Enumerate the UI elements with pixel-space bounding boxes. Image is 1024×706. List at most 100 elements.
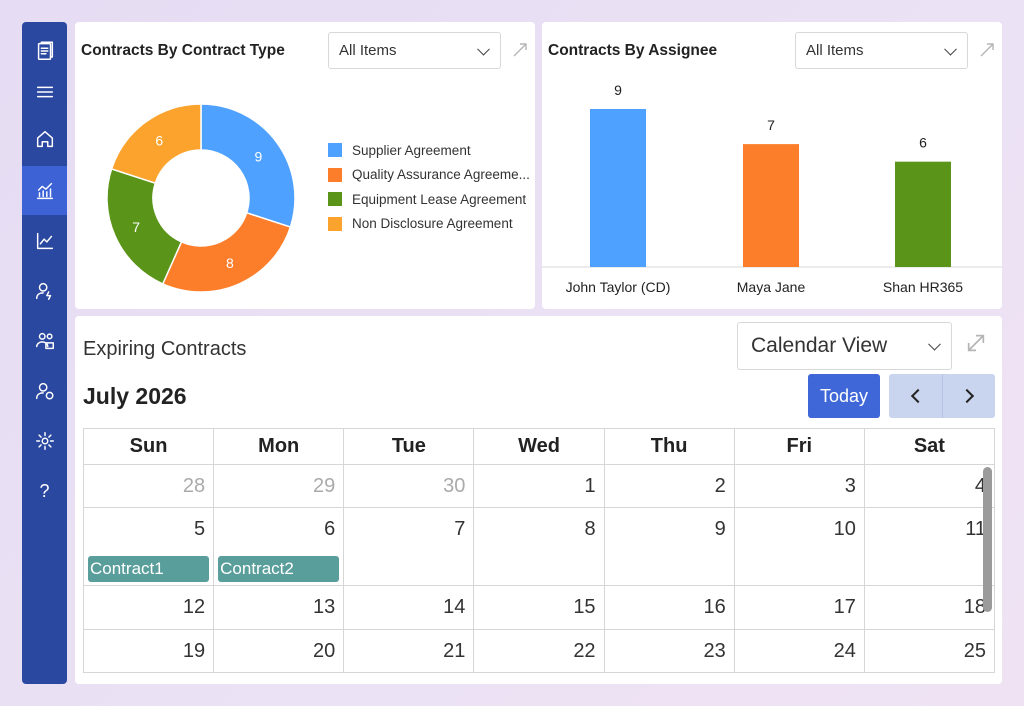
- expiring-contracts-title: Expiring Contracts: [83, 338, 247, 360]
- analytics-chart-icon[interactable]: [22, 166, 67, 215]
- bar[interactable]: [743, 144, 799, 267]
- calendar-day-cell[interactable]: 16: [605, 586, 735, 629]
- calendar-day-cell[interactable]: 7: [344, 508, 475, 585]
- calendar-day-cell[interactable]: 5 Contract1: [84, 508, 215, 585]
- calendar-day-cell[interactable]: 2: [605, 465, 735, 507]
- prev-month-button[interactable]: [889, 374, 942, 418]
- chevron-down-icon: [928, 337, 941, 351]
- calendar-grid: Sun Mon Tue Wed Thu Fri Sat 28 29 30 1 2 3 4 5 C…: [83, 428, 995, 673]
- calendar-day-cell[interactable]: 29: [214, 465, 345, 507]
- bar-value-label: 7: [767, 117, 775, 133]
- slice-value-label: 8: [226, 255, 234, 271]
- legend-item[interactable]: Quality Assurance Agreeme...: [328, 163, 530, 188]
- calendar-day-cell[interactable]: 9: [605, 508, 735, 585]
- calendar-day-cell[interactable]: 1: [474, 465, 605, 507]
- home-icon[interactable]: [22, 116, 67, 162]
- legend-swatch: [328, 143, 342, 158]
- contract-event[interactable]: Contract1: [88, 556, 210, 582]
- day-number: 22: [573, 640, 596, 662]
- legend-swatch: [328, 192, 342, 207]
- weekday-label: Mon: [214, 429, 345, 464]
- expiring-contracts-card: Expiring Contracts Calendar View July 20…: [75, 316, 1002, 684]
- legend-label: Supplier Agreement: [352, 142, 471, 158]
- legend-label: Quality Assurance Agreeme...: [352, 167, 530, 183]
- calendar-day-cell[interactable]: 22: [474, 630, 605, 672]
- user-settings-icon[interactable]: [22, 268, 67, 314]
- calendar-day-cell[interactable]: 8: [474, 508, 605, 585]
- expand-icon[interactable]: [965, 332, 987, 354]
- users-sync-icon[interactable]: [22, 368, 67, 414]
- chevron-right-icon: [959, 388, 975, 404]
- calendar-view-select[interactable]: Calendar View: [737, 322, 952, 370]
- day-number: 2: [714, 475, 726, 497]
- calendar-day-cell[interactable]: 10: [735, 508, 865, 585]
- calendar-day-cell[interactable]: 14: [344, 586, 475, 629]
- weekday-label: Wed: [474, 429, 605, 464]
- donut-slice[interactable]: [200, 103, 296, 228]
- calendar-view-value: Calendar View: [751, 334, 888, 357]
- calendar-day-cell[interactable]: 6 Contract2: [214, 508, 345, 585]
- bar[interactable]: [895, 161, 951, 267]
- calendar-day-cell[interactable]: 3: [735, 465, 865, 507]
- donut-slice[interactable]: [161, 211, 292, 293]
- calendar-day-cell[interactable]: 17: [735, 586, 865, 629]
- calendar-day-cell[interactable]: 12: [84, 586, 215, 629]
- gear-icon[interactable]: [22, 418, 67, 464]
- team-icon[interactable]: [22, 318, 67, 364]
- calendar-day-cell[interactable]: 18: [865, 586, 994, 629]
- contract-event[interactable]: Contract2: [218, 556, 340, 582]
- calendar-day-cell[interactable]: 25: [865, 630, 994, 672]
- calendar-week-row: 12 13 14 15 16 17 18: [84, 586, 994, 630]
- contract-type-filter-value: All Items: [339, 42, 397, 59]
- day-number: 14: [443, 596, 466, 618]
- calendar-day-cell[interactable]: 15: [474, 586, 605, 629]
- bar[interactable]: [590, 109, 646, 267]
- weekday-label: Tue: [344, 429, 475, 464]
- day-number: 28: [182, 475, 206, 497]
- trend-line-icon[interactable]: [22, 218, 67, 264]
- legend-swatch: [328, 216, 342, 231]
- day-number: 10: [833, 518, 856, 540]
- calendar-day-cell[interactable]: 4: [865, 465, 994, 507]
- day-number: 17: [833, 596, 856, 618]
- calendar-week-row: 19 20 21 22 23 24 25: [84, 630, 994, 672]
- calendar-day-cell[interactable]: 30: [344, 465, 475, 507]
- calendar-day-cell[interactable]: 20: [214, 630, 345, 672]
- today-button[interactable]: Today: [808, 374, 880, 418]
- calendar-day-cell[interactable]: 21: [344, 630, 475, 672]
- legend-label: Non Disclosure Agreement: [352, 216, 513, 232]
- next-month-button[interactable]: [942, 374, 995, 418]
- contract-type-filter[interactable]: All Items: [328, 32, 501, 69]
- calendar-day-cell[interactable]: 13: [214, 586, 345, 629]
- calendar-day-cell[interactable]: 24: [735, 630, 865, 672]
- legend-item[interactable]: Equipment Lease Agreement: [328, 187, 530, 212]
- day-number: 6: [324, 518, 336, 540]
- calendar-day-cell[interactable]: 11: [865, 508, 994, 585]
- assignee-filter-value: All Items: [806, 42, 864, 59]
- calendar-day-cell[interactable]: 19: [84, 630, 215, 672]
- weekday-label: Sun: [84, 429, 215, 464]
- donut-slice[interactable]: [106, 168, 183, 285]
- day-number: 13: [313, 596, 336, 618]
- help-icon[interactable]: ?: [39, 480, 50, 501]
- contract-type-title: Contracts By Contract Type: [81, 42, 285, 59]
- calendar-scrollbar[interactable]: [983, 467, 992, 612]
- day-number: 11: [965, 518, 986, 540]
- legend-item[interactable]: Supplier Agreement: [328, 138, 530, 163]
- calendar-day-cell[interactable]: 23: [605, 630, 735, 672]
- day-number: 18: [963, 596, 986, 618]
- chevron-down-icon: [477, 42, 490, 56]
- calendar-day-cell[interactable]: 28: [84, 465, 215, 507]
- weekday-label: Fri: [735, 429, 865, 464]
- hamburger-menu-icon[interactable]: [22, 69, 67, 115]
- expand-icon[interactable]: [978, 41, 996, 59]
- documents-logo-icon[interactable]: [22, 28, 67, 74]
- donut-slice[interactable]: [110, 103, 202, 185]
- weekday-label: Thu: [605, 429, 735, 464]
- expand-icon[interactable]: [511, 41, 529, 59]
- category-label: John Taylor (CD): [566, 279, 671, 295]
- legend-item[interactable]: Non Disclosure Agreement: [328, 212, 530, 237]
- calendar-week-row: 5 Contract1 6 Contract2 7 8 9 10 11: [84, 508, 994, 586]
- assignee-filter[interactable]: All Items: [795, 32, 968, 69]
- legend-swatch: [328, 167, 342, 182]
